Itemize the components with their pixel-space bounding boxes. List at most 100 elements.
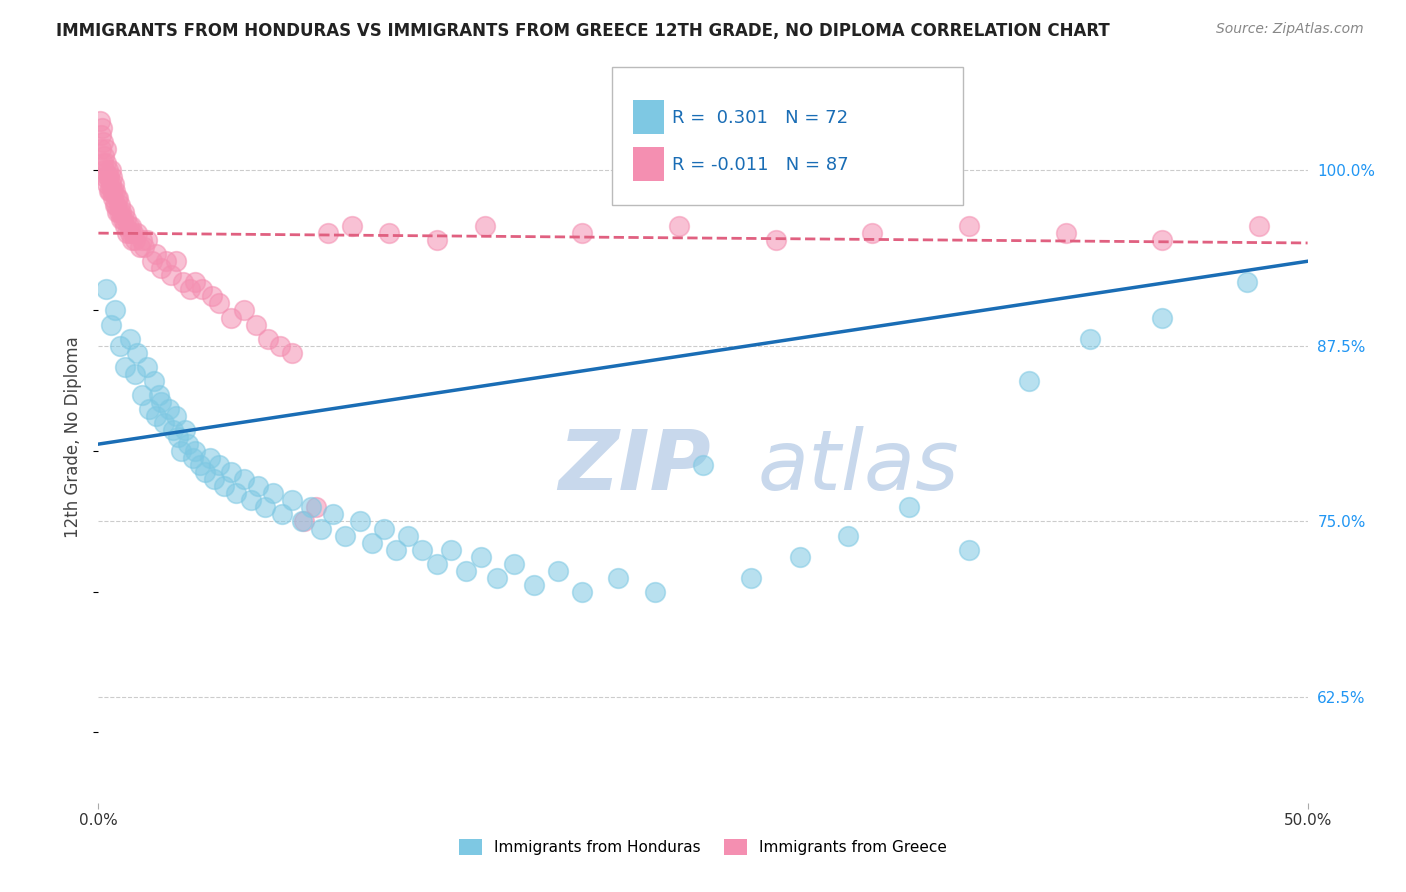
Point xyxy=(860,226,883,240)
Point xyxy=(177,437,200,451)
Point xyxy=(94,169,117,184)
Point xyxy=(91,135,114,149)
Point xyxy=(221,465,243,479)
Point xyxy=(269,338,291,352)
Point xyxy=(152,416,174,430)
Point xyxy=(145,409,167,423)
Point xyxy=(607,571,630,585)
Point xyxy=(150,395,173,409)
Point xyxy=(305,500,328,515)
Point xyxy=(174,423,197,437)
Point xyxy=(90,142,112,156)
Point xyxy=(101,169,124,184)
Point xyxy=(100,184,122,198)
Point xyxy=(105,191,128,205)
Point xyxy=(135,359,157,374)
Point xyxy=(118,332,141,346)
Point xyxy=(262,486,284,500)
Point xyxy=(292,515,315,529)
Point xyxy=(396,528,419,542)
Point xyxy=(131,388,153,402)
Point xyxy=(157,401,180,416)
Point xyxy=(957,219,980,233)
Point xyxy=(188,458,211,473)
Legend: Immigrants from Honduras, Immigrants from Greece: Immigrants from Honduras, Immigrants fro… xyxy=(453,833,953,861)
Point xyxy=(112,205,135,219)
Point xyxy=(957,542,980,557)
Point xyxy=(145,247,167,261)
Point xyxy=(114,359,136,374)
Point xyxy=(373,522,395,536)
Point xyxy=(290,515,312,529)
Point xyxy=(692,458,714,473)
Point xyxy=(141,254,163,268)
Point xyxy=(135,233,157,247)
Point xyxy=(108,205,131,219)
Point xyxy=(668,219,690,233)
Point xyxy=(114,219,136,233)
Point xyxy=(118,226,141,240)
Point xyxy=(1320,226,1343,240)
Point xyxy=(212,479,235,493)
Point xyxy=(93,149,115,163)
Y-axis label: 12th Grade, No Diploma: 12th Grade, No Diploma xyxy=(65,336,83,538)
Point xyxy=(897,500,920,515)
Point xyxy=(104,303,127,318)
Point xyxy=(281,345,304,359)
Point xyxy=(247,479,270,493)
Point xyxy=(91,120,114,135)
Point xyxy=(503,557,526,571)
Point xyxy=(100,162,122,177)
Point xyxy=(204,472,226,486)
Point xyxy=(110,212,132,227)
Point xyxy=(470,549,492,564)
Point xyxy=(571,584,593,599)
Point xyxy=(208,296,231,310)
Point xyxy=(97,162,120,177)
Point xyxy=(256,332,278,346)
Point xyxy=(299,500,322,515)
Point xyxy=(221,310,243,325)
Point xyxy=(184,276,207,290)
Point xyxy=(120,219,142,233)
Point xyxy=(765,233,787,247)
Point xyxy=(104,198,127,212)
Point xyxy=(411,542,433,557)
Point xyxy=(440,542,463,557)
Point xyxy=(150,261,173,276)
Point xyxy=(523,578,546,592)
Point xyxy=(122,226,145,240)
Point xyxy=(342,219,364,233)
Point xyxy=(111,212,134,227)
Point xyxy=(128,240,150,254)
Point xyxy=(103,177,125,191)
Point xyxy=(103,191,125,205)
Point xyxy=(201,289,224,303)
Point xyxy=(118,219,141,233)
Point xyxy=(239,493,262,508)
Point xyxy=(96,156,118,170)
Point xyxy=(789,549,811,564)
Point xyxy=(1054,226,1077,240)
Point xyxy=(107,191,129,205)
Point xyxy=(644,584,666,599)
Point xyxy=(104,184,127,198)
Point xyxy=(377,226,399,240)
Point xyxy=(121,233,143,247)
Point xyxy=(127,345,149,359)
Point xyxy=(100,318,122,332)
Point xyxy=(571,226,593,240)
Point xyxy=(90,128,112,142)
Point xyxy=(1018,374,1040,388)
Point xyxy=(101,184,124,198)
Point xyxy=(115,212,138,227)
Point xyxy=(148,388,170,402)
Point xyxy=(155,254,177,268)
Point xyxy=(232,472,254,486)
Text: IMMIGRANTS FROM HONDURAS VS IMMIGRANTS FROM GREECE 12TH GRADE, NO DIPLOMA CORREL: IMMIGRANTS FROM HONDURAS VS IMMIGRANTS F… xyxy=(56,22,1109,40)
Point xyxy=(124,233,146,247)
Point xyxy=(1249,219,1271,233)
Point xyxy=(108,198,131,212)
Point xyxy=(426,557,449,571)
Point xyxy=(486,571,509,585)
